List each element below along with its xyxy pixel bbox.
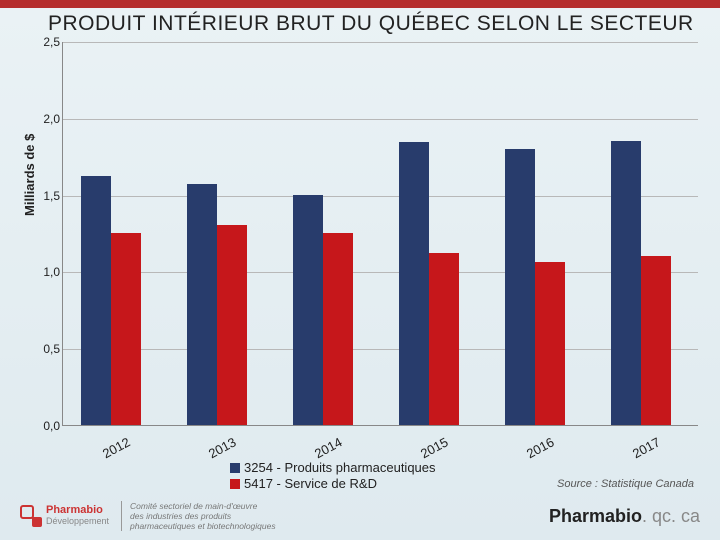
legend-swatch	[230, 463, 240, 473]
top-accent-bar	[0, 0, 720, 8]
source-note: Source : Statistique Canada	[557, 478, 694, 490]
y-tick-label: 2,5	[38, 35, 60, 49]
bar	[505, 149, 535, 425]
footer: Pharmabio Développement Comité sectoriel…	[0, 496, 720, 540]
legend-label: 3254 - Produits pharmaceutiques	[244, 460, 436, 476]
footer-logo-block: Pharmabio Développement Comité sectoriel…	[20, 501, 276, 531]
legend-item: 5417 - Service de R&D	[230, 476, 436, 492]
csmo-line: pharmaceutiques et biotechnologiques	[130, 521, 276, 531]
bar	[293, 195, 323, 425]
csmo-text: Comité sectoriel de main-d'œuvre des ind…	[121, 501, 276, 531]
bar	[217, 225, 247, 425]
bar	[611, 141, 641, 425]
legend-label: 5417 - Service de R&D	[244, 476, 377, 492]
y-tick-label: 1,5	[38, 189, 60, 203]
logo-main: Pharmabio	[46, 505, 109, 516]
logo-sub: Développement	[46, 516, 109, 527]
bar	[81, 176, 111, 425]
bar	[535, 262, 565, 425]
slide: PRODUIT INTÉRIEUR BRUT DU QUÉBEC SELON L…	[0, 0, 720, 540]
legend: 3254 - Produits pharmaceutiques 5417 - S…	[230, 460, 436, 492]
csmo-line: des industries des produits	[130, 511, 276, 521]
bar	[399, 142, 429, 425]
logo-mark-icon	[20, 505, 42, 527]
legend-item: 3254 - Produits pharmaceutiques	[230, 460, 436, 476]
url-bold: Pharmabio	[549, 506, 642, 526]
y-tick-label: 0,5	[38, 342, 60, 356]
y-tick-label: 0,0	[38, 419, 60, 433]
x-tick-label: 2016	[524, 434, 557, 461]
slide-title: PRODUIT INTÉRIEUR BRUT DU QUÉBEC SELON L…	[0, 8, 720, 38]
x-tick-label: 2013	[206, 434, 239, 461]
bar	[111, 233, 141, 425]
x-tick-label: 2012	[100, 434, 133, 461]
url-rest: . qc. ca	[642, 506, 700, 526]
bar	[641, 256, 671, 425]
x-tick-label: 2017	[630, 434, 663, 461]
csmo-line: Comité sectoriel de main-d'œuvre	[130, 501, 276, 511]
footer-url: Pharmabio. qc. ca	[549, 506, 700, 527]
y-tick-label: 2,0	[38, 112, 60, 126]
pharmabio-logo: Pharmabio Développement	[20, 505, 109, 527]
bar	[323, 233, 353, 425]
x-tick-label: 2014	[312, 434, 345, 461]
legend-swatch	[230, 479, 240, 489]
x-tick-label: 2015	[418, 434, 451, 461]
chart-container: Milliards de $ 0,00,51,01,52,02,5 201220…	[26, 36, 706, 456]
bar	[429, 253, 459, 425]
logo-text: Pharmabio Développement	[46, 505, 109, 527]
bar	[187, 184, 217, 425]
plot-area	[62, 42, 698, 426]
y-axis-label: Milliards de $	[22, 134, 37, 216]
y-tick-label: 1,0	[38, 265, 60, 279]
